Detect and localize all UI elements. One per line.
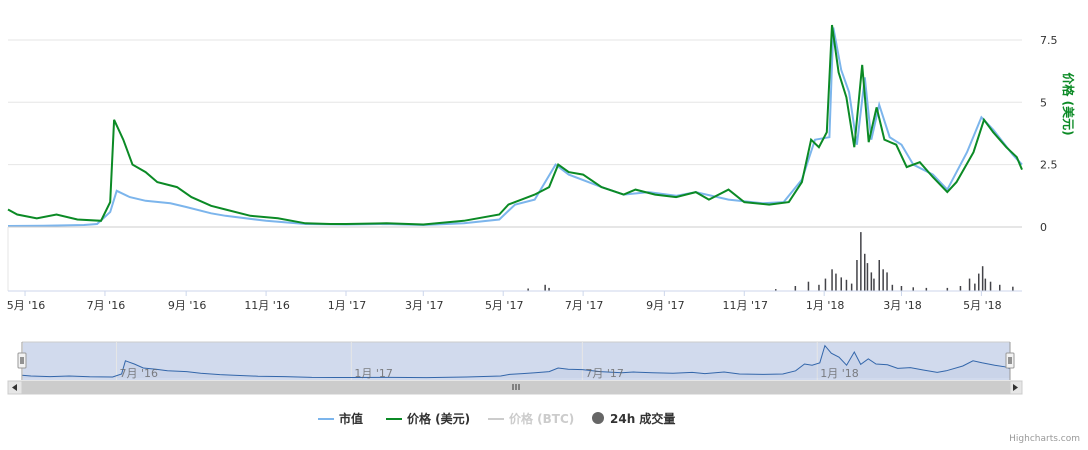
y-tick-label: 0 [1040, 221, 1047, 234]
x-tick-label: 9月 '16 [168, 299, 207, 312]
x-tick-label: 1月 '18 [806, 299, 845, 312]
x-tick-label: 11月 '16 [244, 299, 290, 312]
scrollbar-right-button[interactable] [1009, 380, 1023, 395]
navigator-line [21, 344, 1011, 379]
y-tick-label: 5 [1040, 96, 1047, 109]
volume-bar [840, 277, 842, 291]
navigator-grid [115, 342, 818, 380]
volume-bar [984, 278, 987, 291]
legend-item-volume[interactable]: 24h 成交量 [592, 411, 675, 426]
scrollbar[interactable] [7, 380, 1023, 395]
volume-bar [968, 278, 971, 291]
legend-label-volume: 24h 成交量 [610, 411, 675, 426]
volume-bar [870, 272, 873, 291]
volume-bar [835, 273, 837, 291]
navigator-handle-right[interactable] [1005, 352, 1015, 369]
volume-bar [807, 281, 810, 291]
volume-bar [548, 287, 550, 291]
volume-bar [824, 278, 827, 291]
legend-label-price-usd: 价格 (美元) [407, 411, 470, 426]
legend: 市值 价格 (美元) 价格 (BTC) 24h 成交量 [318, 411, 675, 426]
volume-bar [866, 263, 869, 291]
volume-bar [1012, 286, 1014, 291]
x-tick-label: 3月 '17 [405, 299, 444, 312]
y-axis: 0 2.5 5 7.5 [1040, 34, 1058, 234]
y-axis-title: 价格 (美元) [1061, 72, 1076, 135]
price-usd-line [7, 24, 1023, 226]
market-cap-line [7, 27, 1023, 227]
volume-bar [527, 288, 529, 291]
x-tick-label: 1月 '17 [328, 299, 367, 312]
volume-bar [873, 278, 875, 291]
volume-bar [831, 269, 833, 291]
x-tick-label: 9月 '17 [646, 299, 685, 312]
volume-bar [818, 284, 820, 291]
legend-label-price-btc: 价格 (BTC) [509, 411, 574, 426]
navigator-tick-label: 1月 '17 [354, 367, 393, 380]
navigator-series [21, 344, 1011, 379]
arrow-right-icon [1013, 384, 1018, 391]
y-tick-label: 2.5 [1040, 159, 1058, 172]
x-tick-label: 5月 '16 [7, 299, 46, 312]
volume-bar [900, 286, 903, 291]
navigator-handle-left[interactable] [17, 352, 27, 369]
volume-bar [882, 269, 884, 291]
volume-bar [886, 272, 888, 291]
series-market-cap [7, 27, 1023, 227]
volume-bar [959, 286, 962, 291]
navigator-tick-label: 1月 '18 [820, 367, 859, 380]
x-tick-label: 5月 '17 [485, 299, 524, 312]
volume-bar [864, 253, 866, 291]
x-tick-label: 5月 '18 [963, 299, 1002, 312]
volume-bar [860, 232, 862, 291]
volume-bar [856, 260, 858, 291]
volume-bar [775, 289, 777, 291]
x-tick-label: 3月 '18 [883, 299, 922, 312]
scrollbar-left-button[interactable] [7, 380, 23, 395]
volume-bar [974, 283, 976, 291]
navigator-tick-label: 7月 '16 [119, 367, 158, 380]
volume-bar [544, 284, 546, 291]
grid-lines [8, 39, 1022, 166]
volume-bar [850, 283, 853, 291]
legend-item-price-usd[interactable]: 价格 (美元) [386, 411, 470, 426]
y-tick-label: 7.5 [1040, 34, 1058, 47]
series-volume [527, 232, 1014, 291]
volume-bar [794, 286, 797, 291]
legend-item-price-btc[interactable]: 价格 (BTC) [488, 411, 574, 426]
arrow-left-icon [12, 384, 17, 391]
volume-bar [891, 284, 894, 291]
volume-bar [981, 266, 984, 291]
volume-bar [978, 273, 980, 291]
legend-item-market-cap[interactable]: 市值 [318, 411, 363, 426]
x-axis: 5月 '16 7月 '16 9月 '16 11月 '16 1月 '17 3月 '17 5月 … [7, 291, 1002, 312]
volume-bar [878, 260, 880, 291]
navigator[interactable]: 7月 '16 1月 '17 7月 '17 1月 '18 [17, 341, 1015, 380]
navigator-tick-label: 7月 '17 [585, 367, 624, 380]
volume-bar [946, 287, 949, 291]
legend-label-market-cap: 市值 [339, 411, 363, 426]
volume-bar [989, 281, 992, 291]
credits-link[interactable]: Highcharts.com [1009, 434, 1080, 444]
volume-bar [845, 279, 848, 291]
series-price-usd [7, 24, 1023, 226]
scrollbar-grip-icon [512, 384, 520, 390]
x-tick-label: 11月 '17 [723, 299, 769, 312]
x-tick-label: 7月 '16 [87, 299, 126, 312]
x-tick-label: 7月 '17 [565, 299, 604, 312]
volume-bar [912, 287, 914, 291]
volume-bar [999, 284, 1001, 291]
volume-bar [925, 287, 928, 291]
navigator-labels: 7月 '16 1月 '17 7月 '17 1月 '18 [119, 367, 858, 380]
